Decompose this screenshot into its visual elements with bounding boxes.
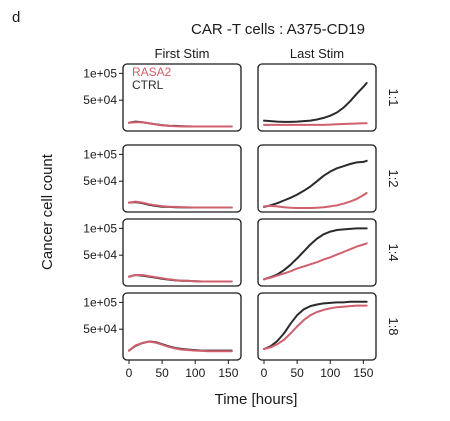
x-tick-label: 50: [290, 366, 304, 380]
row-label-1-2: 1:2: [386, 169, 401, 187]
y-tick-label: 1e+05: [83, 147, 117, 161]
series-line-rasa2: [128, 200, 233, 209]
series-line-ctrl: [263, 227, 368, 281]
y-tick-label: 5e+04: [83, 174, 117, 188]
x-axis-label: Time [hours]: [215, 391, 298, 408]
row-label-1-4: 1:4: [386, 243, 401, 261]
series-line-ctrl: [263, 300, 368, 350]
panel-frame: [122, 218, 242, 287]
panel-frame: [257, 218, 377, 287]
y-tick-label: 1e+05: [83, 295, 117, 309]
x-tick-label: 0: [261, 366, 268, 380]
x-tick-label: 100: [185, 366, 205, 380]
panel-frame: [122, 63, 242, 132]
series-line-rasa2: [263, 242, 368, 281]
x-tick-label: 0: [126, 366, 133, 380]
panel-1-4-last-stim: [257, 218, 377, 287]
panel-1-4-first-stim: 5e+04 1e+05: [83, 218, 242, 287]
y-tick-label: 5e+04: [83, 322, 117, 336]
panel-1-1-first-stim: 5e+04 1e+05: [83, 63, 242, 132]
panel-1-2-first-stim: 5e+04 1e+05: [83, 144, 242, 213]
series-line-rasa2: [128, 340, 233, 353]
legend-entry-ctrl: CTRL: [132, 78, 164, 92]
y-tick-label: 5e+04: [83, 248, 117, 262]
panel-frame: [257, 144, 377, 213]
series-line-ctrl: [263, 159, 368, 208]
y-axis-label: Cancer cell count: [39, 153, 56, 270]
series-line-rasa2: [128, 274, 233, 283]
series-line-rasa2: [263, 192, 368, 209]
panel-1-1-last-stim: [257, 63, 377, 132]
y-tick-label: 1e+05: [83, 221, 117, 235]
legend-entry-rasa2: RASA2: [132, 65, 172, 79]
figure-title: CAR -T cells : A375-CD19: [191, 21, 365, 38]
row-label-1-8: 1:8: [386, 317, 401, 335]
series-line-rasa2: [263, 122, 368, 126]
panel-1-8-last-stim: 0 50 100 150: [257, 292, 377, 380]
panel-1-2-last-stim: [257, 144, 377, 213]
panel-letter: d: [12, 9, 20, 26]
y-tick-label: 5e+04: [83, 93, 117, 107]
panel-grid: First Stim Last Stim 1:1 1:2 1:4 1:8 5e+04 1e+0…: [83, 46, 401, 380]
panel-1-8-first-stim: 5e+04 1e+05 0 50 100 150: [83, 292, 242, 380]
series-line-rasa2: [263, 304, 368, 350]
y-tick-label: 1e+05: [83, 66, 117, 80]
panel-frame: [122, 292, 242, 361]
x-tick-label: 150: [353, 366, 373, 380]
panel-frame: [122, 144, 242, 213]
series-line-rasa2: [128, 121, 233, 128]
x-tick-label: 150: [218, 366, 238, 380]
series-line-ctrl: [263, 82, 368, 123]
column-title-last-stim: Last Stim: [290, 46, 344, 61]
x-tick-label: 100: [320, 366, 340, 380]
column-title-first-stim: First Stim: [155, 46, 210, 61]
panel-frame: [257, 63, 377, 132]
panel-frame: [257, 292, 377, 361]
row-label-1-1: 1:1: [386, 88, 401, 106]
x-tick-label: 50: [155, 366, 169, 380]
